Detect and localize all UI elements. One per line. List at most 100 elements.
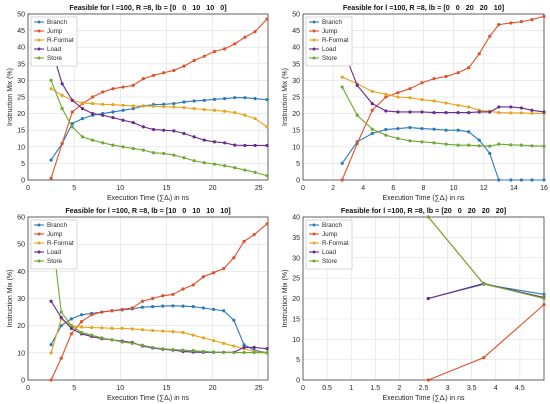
data-point: [79, 313, 84, 317]
data-point: [151, 345, 155, 349]
data-point: [121, 85, 125, 89]
data-point: [211, 350, 216, 354]
data-point: [211, 339, 216, 343]
series-line: [50, 80, 268, 177]
x-tick-label: 0.5: [322, 385, 332, 392]
data-point: [151, 104, 156, 108]
data-point: [265, 143, 269, 148]
data-point: [384, 127, 388, 132]
data-point: [408, 110, 412, 114]
chart-panel-3: 0 5 10 15 20 25 0 10 20 30 40 50 60 Feasible for l =1…: [7, 206, 269, 402]
y-tick-label: 50: [17, 12, 25, 19]
legend-swatch-marker: [312, 241, 316, 245]
legend-label: R-Format: [47, 240, 74, 247]
legend-swatch-marker: [312, 56, 316, 60]
data-point: [111, 143, 115, 147]
data-point: [212, 162, 217, 166]
y-tick-label: 40: [17, 45, 25, 52]
legend: Branch Jump R-Format Load Store: [30, 219, 78, 270]
data-point: [110, 326, 114, 330]
data-point: [49, 299, 53, 303]
data-point: [91, 138, 95, 142]
data-point: [370, 131, 374, 136]
data-point: [265, 174, 269, 178]
data-point: [355, 141, 359, 146]
y-tick-label: 15: [292, 316, 300, 323]
legend-label: R-Format: [47, 37, 74, 44]
y-tick-label: 10: [17, 350, 25, 357]
data-point: [426, 215, 430, 219]
series-jump: [426, 303, 546, 382]
legend-swatch-marker: [37, 223, 41, 227]
data-point: [49, 78, 53, 82]
data-point: [384, 133, 388, 137]
data-point: [70, 125, 74, 129]
x-tick-label: 2: [331, 185, 335, 192]
series-jump: [340, 14, 546, 182]
data-point: [242, 345, 246, 349]
legend-swatch-marker: [37, 47, 41, 51]
legend-label: Load: [47, 249, 62, 256]
x-tick-label: 4: [361, 185, 365, 192]
data-point: [80, 116, 85, 121]
data-point: [530, 111, 534, 115]
data-point: [131, 107, 135, 111]
data-point: [60, 93, 64, 97]
data-point: [212, 108, 217, 112]
data-point: [467, 143, 471, 147]
data-point: [140, 299, 145, 303]
y-axis-label: Instruction Mix (%): [7, 68, 14, 126]
data-point: [223, 109, 227, 113]
data-point: [80, 135, 85, 139]
x-axis-label: Execution Time (∑Δᵢ) in ns: [383, 195, 465, 202]
data-point: [182, 64, 186, 68]
data-point: [456, 143, 460, 147]
data-point: [519, 20, 524, 24]
data-point: [140, 328, 145, 332]
data-point: [432, 111, 436, 115]
data-point: [171, 347, 175, 352]
data-point: [100, 326, 104, 330]
data-point: [542, 303, 546, 307]
data-point: [202, 138, 206, 142]
data-point: [542, 178, 546, 182]
legend-swatch-marker: [312, 259, 316, 263]
data-point: [120, 326, 124, 330]
data-point: [253, 97, 257, 101]
x-axis-label: Execution Time (∑Δᵢ) in ns: [107, 195, 189, 202]
legend-label: Store: [47, 55, 63, 62]
data-point: [384, 95, 388, 99]
data-point: [172, 102, 176, 106]
data-point: [69, 324, 73, 328]
chart-title: Feasible for l =100, R =8, lb = [20 0 20…: [341, 206, 506, 215]
x-tick-label: 1.5: [370, 385, 380, 392]
legend-swatch-marker: [37, 29, 41, 33]
legend-swatch-marker: [37, 250, 41, 254]
data-point: [408, 87, 412, 91]
x-tick-label: 4: [494, 385, 498, 392]
data-point: [131, 120, 135, 125]
data-point: [243, 168, 247, 172]
data-point: [444, 101, 448, 105]
data-point: [172, 68, 176, 73]
data-point: [201, 349, 205, 354]
x-axis-label: Execution Time (∑Δᵢ) in ns: [107, 395, 189, 402]
data-point: [530, 108, 534, 112]
y-axis-label: Instruction Mix (%): [7, 270, 14, 328]
series-line: [50, 47, 268, 147]
data-point: [232, 318, 236, 322]
y-tick-label: 15: [292, 128, 300, 135]
x-tick-label: 10: [116, 185, 124, 192]
data-point: [233, 42, 237, 46]
data-point: [370, 108, 374, 112]
chart-panel-4: 0 0.5 1 1.5 2 2.5 3 3.5 4 4.5 0 5 10 15 20 25 30 35 40 Feas…: [282, 206, 546, 402]
data-point: [233, 96, 237, 100]
data-point: [223, 141, 227, 145]
data-point: [211, 271, 216, 275]
data-point: [467, 111, 471, 115]
data-point: [59, 310, 63, 314]
x-tick-label: 4.5: [515, 385, 525, 392]
series-line: [341, 126, 544, 181]
data-point: [509, 178, 513, 182]
x-tick-label: 20: [209, 185, 217, 192]
